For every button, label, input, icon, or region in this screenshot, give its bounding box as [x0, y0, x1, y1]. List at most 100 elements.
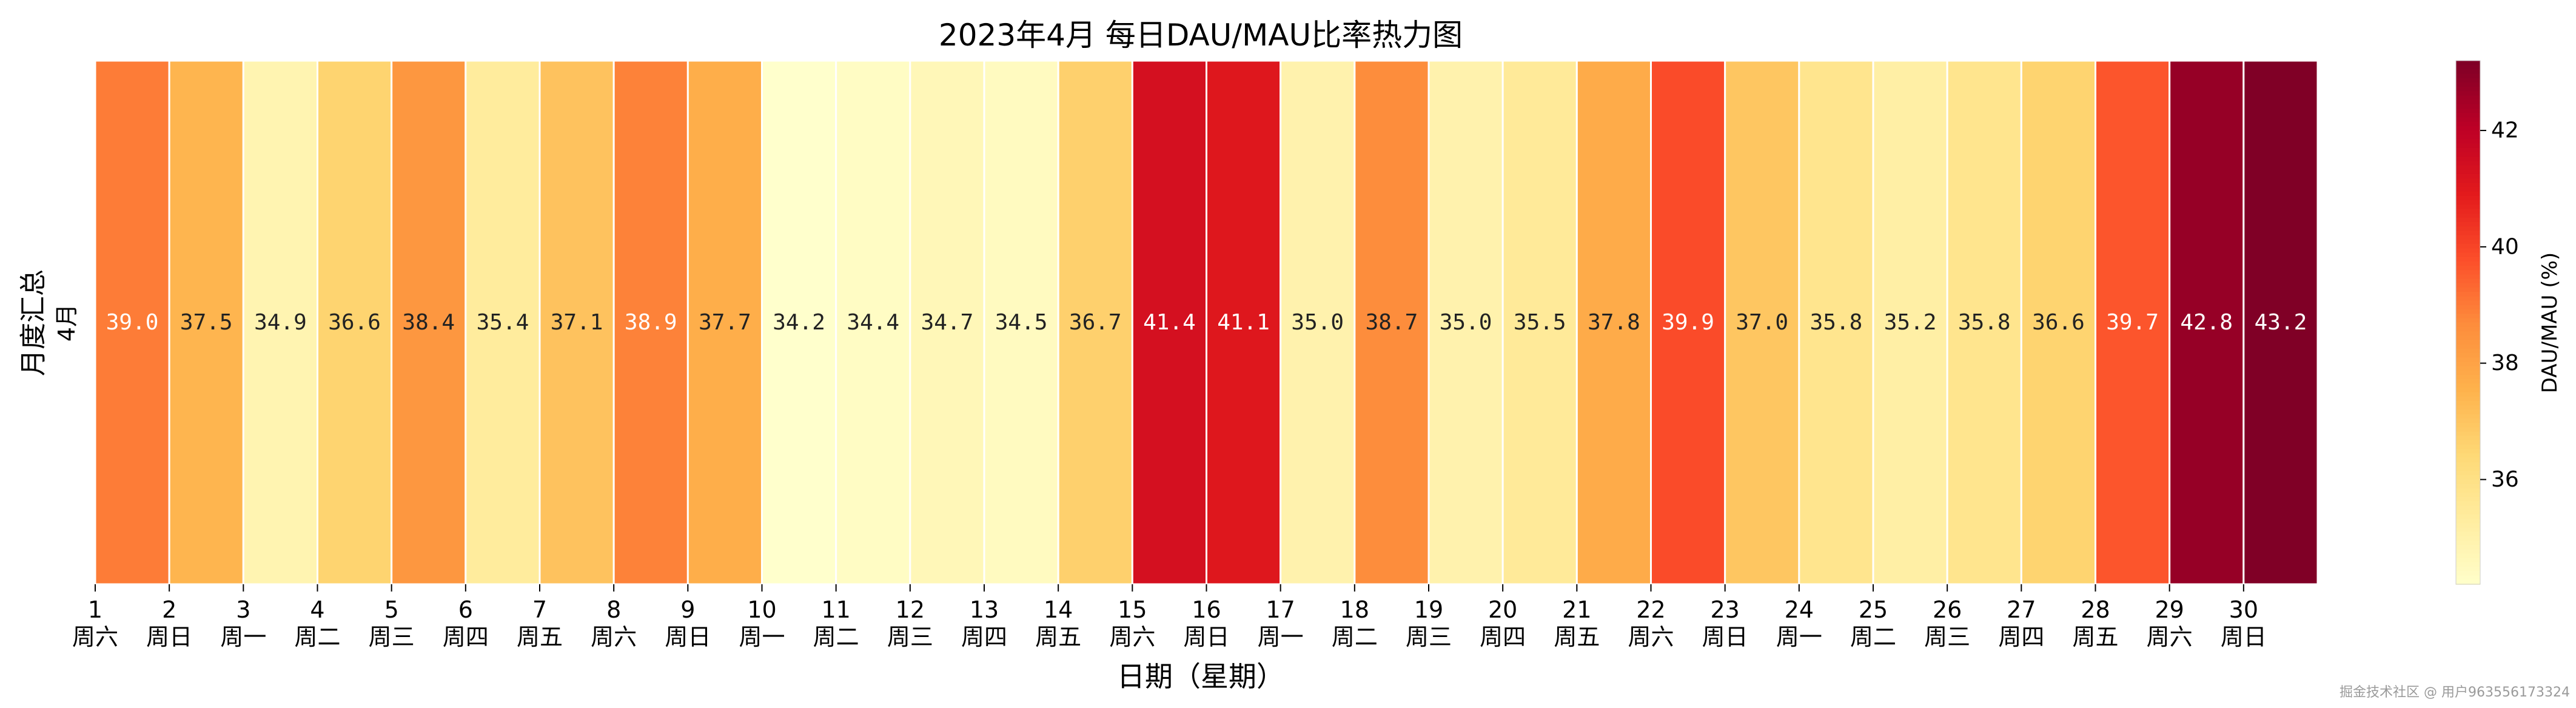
heatmap-cell [983, 59, 1059, 585]
colorbar-tick-label: 42 [2491, 118, 2519, 143]
x-tick-weekday-label: 周一 [1258, 624, 1304, 650]
heatmap-cell [1206, 59, 1282, 585]
x-tick-weekday-label: 周四 [443, 624, 489, 650]
colorbar-segment [2456, 99, 2480, 105]
cell-value-label: 36.6 [2032, 310, 2085, 335]
colorbar-segment [2456, 109, 2480, 114]
colorbar-segment [2456, 235, 2480, 240]
colorbar-segment [2456, 261, 2480, 267]
heatmap-cell [94, 59, 170, 585]
colorbar-segment [2456, 314, 2480, 319]
colorbar-segment [2456, 457, 2480, 463]
cell-value-label: 39.7 [2106, 310, 2159, 335]
colorbar-segment [2456, 139, 2480, 144]
x-tick-weekday-label: 周三 [1924, 624, 1970, 650]
x-tick-day-label: 30 [2229, 596, 2258, 623]
x-tick-day-label: 9 [680, 596, 695, 623]
colorbar-segment [2456, 244, 2480, 249]
cell-value-label: 35.8 [1958, 310, 2011, 335]
colorbar-segment [2456, 357, 2480, 363]
colorbar-segment [2456, 169, 2480, 175]
colorbar-segment [2456, 567, 2480, 572]
colorbar-segment [2456, 61, 2480, 66]
colorbar-segment [2456, 453, 2480, 459]
colorbar-segment [2456, 200, 2480, 206]
colorbar-segment [2456, 340, 2480, 345]
colorbar-segment [2456, 514, 2480, 520]
colorbar-segment [2456, 183, 2480, 188]
colorbar-segment [2456, 73, 2480, 79]
cell-value-label: 38.4 [402, 310, 455, 335]
colorbar-segment [2456, 252, 2480, 258]
x-tick-day-label: 16 [1192, 596, 1221, 623]
colorbar-segment [2456, 231, 2480, 236]
colorbar-label: DAU/MAU (%) [2538, 252, 2562, 393]
heatmap-cell [1724, 59, 1800, 585]
colorbar-tick-label: 40 [2491, 234, 2519, 259]
colorbar-segment [2456, 527, 2480, 533]
cell-value-label: 42.8 [2180, 310, 2233, 335]
colorbar-segment [2456, 126, 2480, 132]
heatmap-cell [2020, 59, 2096, 585]
cell-value-label: 34.7 [921, 310, 974, 335]
heatmap-cell [2242, 59, 2319, 585]
x-tick-day-label: 17 [1266, 596, 1295, 623]
colorbar-segment [2456, 388, 2480, 393]
colorbar-segment [2456, 549, 2480, 555]
x-tick-day-label: 6 [458, 596, 473, 623]
colorbar-segment [2456, 545, 2480, 550]
x-tick-weekday-label: 周五 [1554, 624, 1600, 650]
x-tick-weekday-label: 周五 [1035, 624, 1081, 650]
colorbar-segment [2456, 466, 2480, 472]
x-tick-weekday-label: 周六 [1628, 624, 1674, 650]
x-tick-weekday-label: 周二 [1332, 624, 1378, 650]
cell-value-label: 37.7 [699, 310, 751, 335]
cell-value-label: 39.0 [106, 310, 159, 335]
x-tick-day-label: 10 [747, 596, 776, 623]
colorbar-segment [2456, 257, 2480, 262]
x-tick-day-label: 1 [88, 596, 102, 623]
colorbar-segment [2456, 283, 2480, 288]
heatmap-cell [391, 59, 467, 585]
x-tick-weekday-label: 周一 [739, 624, 785, 650]
colorbar-segment [2456, 130, 2480, 136]
colorbar-segment [2456, 135, 2480, 140]
colorbar-segment [2456, 174, 2480, 180]
x-tick-day-label: 20 [1488, 596, 1517, 623]
x-tick-weekday-label: 周一 [1776, 624, 1822, 650]
heatmap-cell [317, 59, 393, 585]
heatmap-cell [538, 59, 615, 585]
colorbar-segment [2456, 488, 2480, 493]
colorbar-segment [2456, 510, 2480, 515]
x-tick-weekday-label: 周日 [1183, 624, 1229, 650]
x-tick-day-label: 29 [2155, 596, 2184, 623]
x-tick-weekday-label: 周四 [961, 624, 1007, 650]
heatmap-cell [686, 59, 763, 585]
colorbar-segment [2456, 309, 2480, 315]
colorbar-segment [2456, 462, 2480, 467]
colorbar-segment [2456, 161, 2480, 166]
colorbar-segment [2456, 400, 2480, 406]
colorbar-segment [2456, 497, 2480, 502]
x-tick-weekday-label: 周二 [1850, 624, 1896, 650]
colorbar-segment [2456, 471, 2480, 476]
colorbar-segment [2456, 147, 2480, 153]
colorbar-segment [2456, 396, 2480, 402]
colorbar-segment [2456, 165, 2480, 170]
cell-value-label: 43.2 [2255, 310, 2307, 335]
x-tick-day-label: 25 [1859, 596, 1888, 623]
x-tick-day-label: 12 [896, 596, 925, 623]
colorbar-segment [2456, 405, 2480, 411]
x-tick-day-label: 4 [310, 596, 324, 623]
x-tick-day-label: 7 [532, 596, 547, 623]
x-tick-day-label: 15 [1118, 596, 1147, 623]
y-tick-label: 4月 [53, 304, 80, 342]
y-axis-label: 月度汇总 [18, 269, 49, 376]
colorbar-segment [2456, 78, 2480, 83]
colorbar-segment [2456, 422, 2480, 428]
cell-value-label: 35.2 [1884, 310, 1937, 335]
cell-value-label: 34.2 [773, 310, 825, 335]
colorbar-segment [2456, 484, 2480, 489]
heatmap-cell [1280, 59, 1356, 585]
cell-value-label: 36.7 [1069, 310, 1122, 335]
